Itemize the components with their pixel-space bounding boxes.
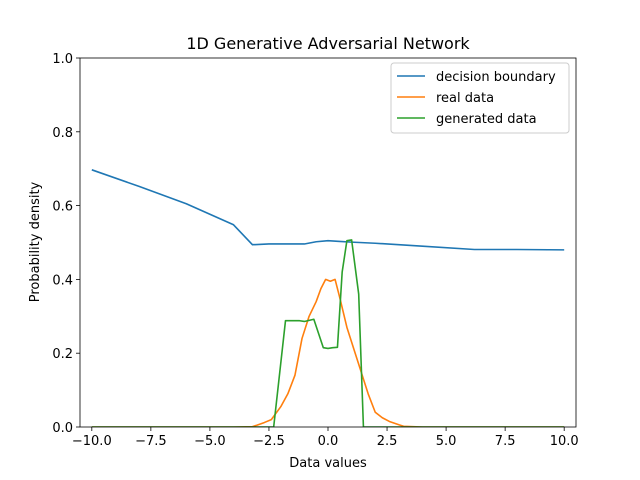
series-layer: [91, 169, 565, 427]
series-line-generated-data: [91, 239, 565, 427]
y-axis: 0.0 0.2 0.4 0.6 0.8 1.0: [52, 52, 80, 436]
x-tick-label: −10.0: [72, 434, 112, 449]
x-tick-label: −2.5: [253, 434, 285, 449]
x-tick-label: −7.5: [135, 434, 167, 449]
legend-label-decision-boundary: decision boundary: [436, 70, 556, 85]
series-line-decision-boundary: [91, 169, 565, 251]
legend-frame: [390, 62, 570, 134]
legend-label-generated-data: generated data: [436, 112, 537, 127]
y-tick-label: 0.4: [52, 273, 73, 288]
y-tick-label: 0.8: [52, 126, 73, 141]
y-tick-label: 0.0: [52, 421, 73, 436]
x-tick-label: 5.0: [436, 434, 457, 449]
y-tick-label: 0.6: [52, 200, 73, 215]
y-axis-label: Probability density: [28, 181, 43, 302]
x-tick-label: 10.0: [550, 434, 579, 449]
legend: decision boundary real data generated data: [390, 62, 570, 134]
chart-title: 1D Generative Adversarial Network: [186, 34, 470, 53]
x-tick-label: 2.5: [377, 434, 398, 449]
x-tick-label: −5.0: [194, 434, 226, 449]
y-tick-label: 0.2: [52, 347, 73, 362]
legend-label-real-data: real data: [436, 91, 494, 106]
x-axis-label: Data values: [289, 456, 367, 471]
series-line-real-data: [91, 278, 565, 427]
y-tick-label: 1.0: [52, 52, 73, 67]
x-tick-label: 0.0: [318, 434, 339, 449]
x-axis: −10.0 −7.5 −5.0 −2.5 0.0 2.5 5.0 7.5 10.0: [72, 427, 579, 449]
x-tick-label: 7.5: [495, 434, 516, 449]
